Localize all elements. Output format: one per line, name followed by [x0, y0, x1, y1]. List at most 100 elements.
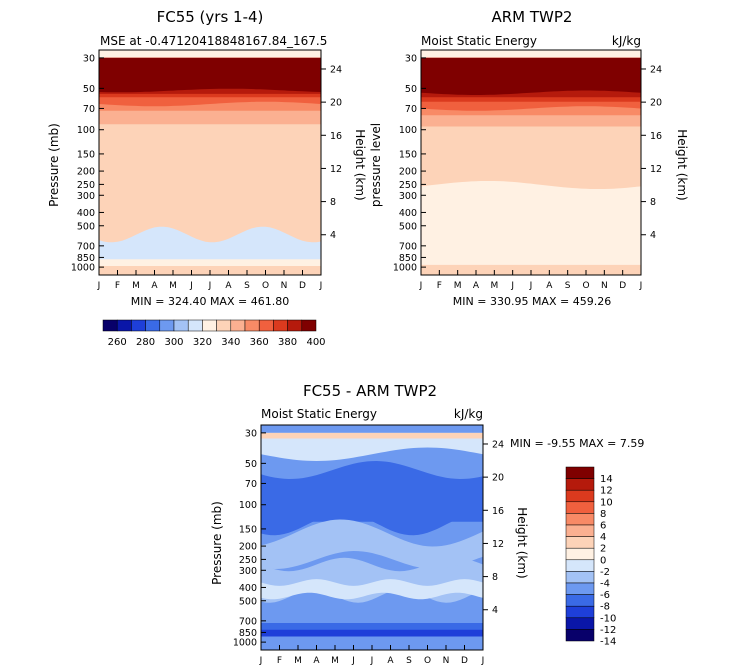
x-tick-label: F: [437, 281, 442, 291]
colorbar-label: 380: [278, 337, 297, 348]
difference-panel-units: kJ/kg: [454, 407, 483, 421]
colorbar-label: -6: [600, 590, 610, 601]
y-right-tick-label: 4: [330, 230, 336, 241]
colorbar-segment: [565, 617, 595, 630]
x-tick-label: A: [313, 656, 320, 666]
x-tick-label: O: [582, 281, 589, 291]
right-stats: MIN = 330.95 MAX = 459.26: [453, 295, 611, 308]
colorbar-segment: [102, 319, 118, 332]
y-right-tick-label: 20: [650, 98, 662, 109]
left-y-axis-right-label: Height (km): [353, 129, 367, 200]
colorbar-segment: [565, 605, 595, 619]
colorbar-segment: [565, 571, 595, 584]
colorbar-label: 6: [600, 521, 606, 532]
y-tick-label: 300: [77, 191, 95, 202]
y-tick-label: 150: [239, 524, 257, 535]
colorbar-label: 4: [600, 532, 606, 543]
colorbar-segment: [116, 319, 132, 332]
y-right-tick-label: 24: [492, 439, 504, 450]
left-stats: MIN = 324.40 MAX = 461.80: [131, 295, 289, 308]
x-tick-label: D: [299, 281, 306, 291]
y-tick-label: 500: [77, 221, 95, 232]
y-tick-label: 700: [399, 241, 417, 252]
colorbar-label: 8: [600, 509, 606, 520]
y-tick-label: 1000: [393, 263, 417, 274]
contour-band: [99, 57, 321, 93]
x-tick-label: J: [189, 281, 193, 291]
colorbar-label: 10: [600, 497, 613, 508]
x-tick-label: D: [461, 656, 468, 666]
x-tick-label: S: [406, 656, 412, 666]
x-tick-label: M: [454, 281, 462, 291]
colorbar-label: -12: [600, 625, 616, 636]
colorbar-label: -14: [600, 637, 616, 648]
colorbar-segment: [565, 524, 595, 537]
colorbar-segment: [565, 489, 595, 503]
x-tick-label: A: [387, 656, 394, 666]
y-tick-label: 700: [77, 241, 95, 252]
y-right-tick-label: 16: [492, 506, 504, 517]
colorbar-label: 12: [600, 486, 613, 497]
difference-panel: FC55 - ARM TWP2 Moist Static Energy kJ/k…: [210, 382, 644, 666]
y-tick-label: 150: [399, 149, 417, 160]
x-tick-label: F: [277, 656, 282, 666]
colorbar-segment: [565, 536, 595, 549]
colorbar-segment: [565, 501, 595, 514]
difference-y-axis-right-label: Height (km): [515, 507, 529, 578]
colorbar-segment: [565, 466, 595, 479]
colorbar-segment: [273, 319, 288, 332]
y-right-tick-label: 20: [492, 473, 504, 484]
x-tick-label: J: [639, 281, 643, 291]
left-y-axis-label: Pressure (mb): [47, 123, 61, 207]
y-tick-label: 50: [83, 84, 95, 95]
x-tick-label: F: [115, 281, 120, 291]
y-tick-label: 70: [245, 479, 257, 490]
difference-stats: MIN = -9.55 MAX = 7.59: [510, 437, 644, 450]
left-panel: FC55 (yrs 1-4) MSE at -0.47120418848167.…: [47, 8, 367, 308]
colorbar-label: 340: [221, 337, 240, 348]
x-tick-label: J: [481, 656, 485, 666]
contour-fill: [99, 50, 321, 275]
x-tick-label: J: [319, 281, 323, 291]
contour-band: [99, 259, 321, 266]
y-tick-label: 300: [239, 566, 257, 577]
y-tick-label: 70: [405, 104, 417, 115]
colorbar-segment: [187, 319, 203, 332]
contour-band: [421, 57, 641, 95]
y-right-tick-label: 8: [330, 197, 336, 208]
y-tick-label: 250: [239, 555, 257, 566]
y-tick-label: 30: [83, 53, 95, 64]
y-tick-label: 200: [399, 167, 417, 178]
contour-band: [261, 579, 483, 600]
colorbar-label: 400: [306, 337, 325, 348]
y-tick-label: 200: [239, 542, 257, 553]
x-tick-label: J: [259, 656, 263, 666]
y-tick-label: 500: [399, 221, 417, 232]
y-tick-label: 70: [83, 104, 95, 115]
x-tick-label: A: [151, 281, 158, 291]
y-right-tick-label: 12: [330, 164, 342, 175]
y-tick-label: 400: [77, 208, 95, 219]
x-tick-label: M: [132, 281, 140, 291]
difference-panel-subtitle: Moist Static Energy: [261, 407, 377, 421]
colorbar-segment: [565, 478, 595, 491]
x-tick-label: A: [473, 281, 480, 291]
left-panel-subtitle: MSE at -0.47120418848167.84_167.5: [100, 34, 327, 48]
y-tick-label: 250: [399, 180, 417, 191]
x-tick-label: M: [169, 281, 177, 291]
colorbar-segment: [565, 559, 595, 572]
x-tick-label: J: [510, 281, 514, 291]
colorbar-segment: [131, 319, 146, 332]
y-right-tick-label: 16: [650, 131, 662, 142]
x-tick-label: J: [419, 281, 423, 291]
y-tick-label: 250: [77, 180, 95, 191]
colorbar-segment: [216, 319, 232, 332]
y-tick-label: 50: [245, 459, 257, 470]
y-right-tick-label: 12: [650, 164, 662, 175]
right-y-axis-right-label: Height (km): [675, 129, 689, 200]
x-tick-label: S: [565, 281, 571, 291]
colorbar-label: -8: [600, 602, 610, 613]
